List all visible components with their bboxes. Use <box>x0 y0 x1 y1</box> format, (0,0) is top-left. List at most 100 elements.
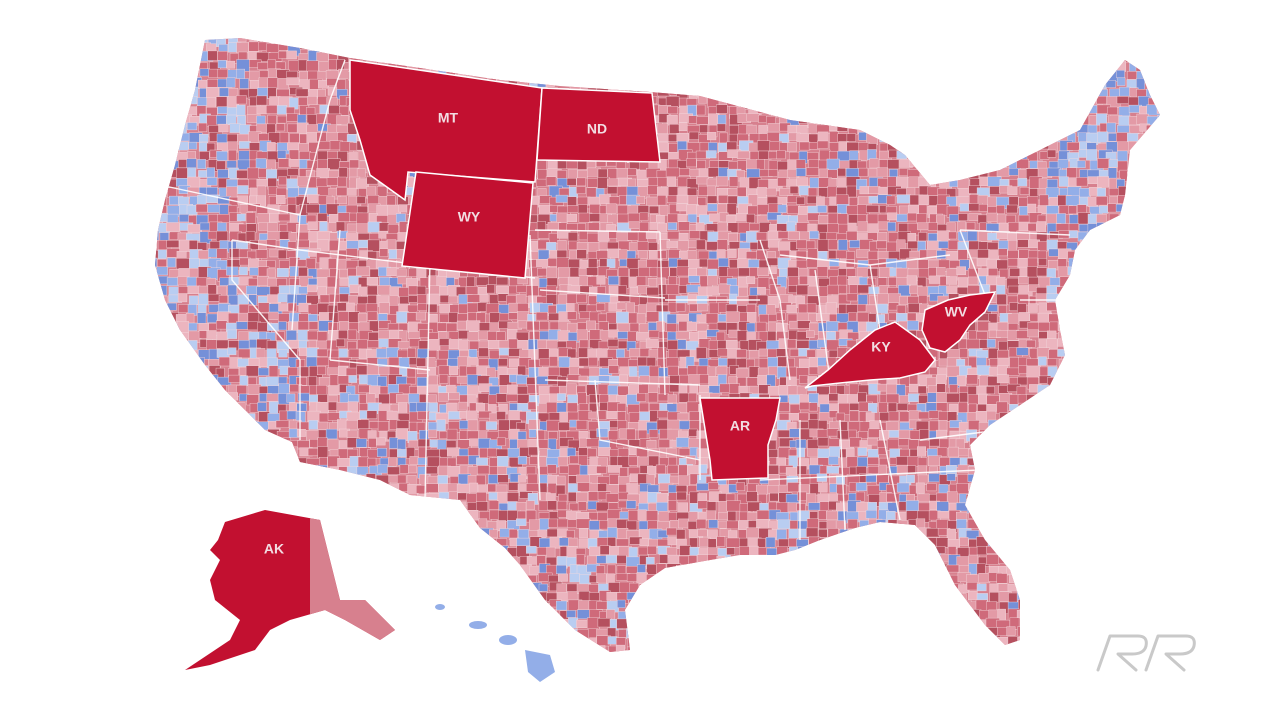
county-tile <box>1147 169 1159 178</box>
county-tile <box>958 401 968 414</box>
county-tile <box>169 439 181 451</box>
county-tile <box>987 176 1002 187</box>
county-tile <box>479 294 489 302</box>
county-tile <box>217 51 228 61</box>
county-tile <box>937 96 947 108</box>
county-tile <box>298 465 313 475</box>
county-tile <box>156 106 167 116</box>
county-tile <box>836 123 848 132</box>
county-tile <box>446 428 458 440</box>
county-tile <box>835 194 849 206</box>
county-tile <box>206 97 216 108</box>
county-tile <box>935 43 947 56</box>
county-tile <box>378 302 390 314</box>
county-tile <box>898 115 908 125</box>
county-tile <box>1108 303 1119 311</box>
county-tile <box>638 384 649 395</box>
county-tile <box>669 52 683 65</box>
county-tile <box>229 402 240 410</box>
county-tile <box>687 293 698 305</box>
county-tile <box>997 420 1012 428</box>
county-tile <box>638 267 652 277</box>
county-tile <box>646 311 660 323</box>
county-tile <box>186 50 196 61</box>
county-tile <box>867 250 878 261</box>
county-tile <box>1065 52 1078 61</box>
county-tile <box>576 249 587 259</box>
county-tile <box>477 302 488 312</box>
county-tile <box>968 77 980 90</box>
county-tile <box>849 437 862 448</box>
county-tile <box>179 437 190 449</box>
county-tile <box>348 375 358 383</box>
county-tile <box>608 275 619 286</box>
county-tile <box>647 392 658 403</box>
county-tile <box>155 150 158 163</box>
county-tile <box>1036 124 1047 134</box>
county-tile <box>337 176 347 187</box>
county-tile <box>1066 142 1080 151</box>
county-tile <box>1009 68 1024 81</box>
county-tile <box>746 213 756 224</box>
county-tile <box>1097 367 1112 378</box>
county-tile <box>278 38 291 42</box>
county-tile <box>1049 421 1061 433</box>
county-tile <box>628 366 638 378</box>
county-tile <box>616 38 630 45</box>
county-tile <box>155 421 163 433</box>
county-tile <box>427 429 437 438</box>
county-tile <box>155 158 163 169</box>
county-tile <box>1129 330 1143 339</box>
county-tile <box>896 194 911 204</box>
county-tile <box>1086 77 1100 87</box>
county-tile <box>1146 302 1157 311</box>
county-tile <box>988 428 1002 439</box>
county-tile <box>1027 412 1040 423</box>
county-tile <box>436 62 450 72</box>
county-tile <box>1156 150 1160 159</box>
county-tile <box>697 68 706 82</box>
county-tile <box>1077 421 1088 429</box>
county-tile <box>829 131 839 143</box>
county-tile <box>969 38 980 44</box>
county-tile <box>1167 89 1179 100</box>
county-tile <box>179 214 190 223</box>
county-tile <box>696 60 711 71</box>
county-tile <box>176 321 189 333</box>
county-tile <box>1069 457 1080 468</box>
county-tile <box>757 70 769 81</box>
county-tile <box>896 267 909 279</box>
county-tile <box>1055 223 1070 232</box>
county-tile <box>179 41 194 50</box>
county-tile <box>1146 124 1156 135</box>
county-tile <box>1016 104 1028 117</box>
county-tile <box>845 168 860 178</box>
county-tile <box>156 266 168 276</box>
county-tile <box>689 384 699 395</box>
county-tile <box>617 213 629 224</box>
county-tile <box>988 80 1000 92</box>
county-tile <box>1019 449 1032 462</box>
county-tile <box>696 347 707 359</box>
county-tile <box>1047 366 1058 378</box>
county-tile <box>1106 384 1116 394</box>
county-tile <box>859 38 873 44</box>
county-tile <box>1059 68 1072 79</box>
county-tile <box>197 195 207 206</box>
county-tile <box>376 204 390 217</box>
county-tile <box>1068 376 1082 388</box>
county-tile <box>437 392 449 402</box>
county-tile <box>466 276 476 287</box>
county-tile <box>537 268 547 277</box>
county-tile <box>837 177 848 189</box>
county-tile <box>847 97 857 108</box>
county-tile <box>1088 350 1104 359</box>
county-tile <box>1107 106 1118 116</box>
county-tile <box>1167 105 1179 115</box>
county-tile <box>1099 413 1109 425</box>
county-tile <box>877 98 892 108</box>
county-tile <box>1086 359 1098 368</box>
county-tile <box>539 42 553 55</box>
county-tile <box>516 42 526 52</box>
county-tile <box>789 60 801 71</box>
